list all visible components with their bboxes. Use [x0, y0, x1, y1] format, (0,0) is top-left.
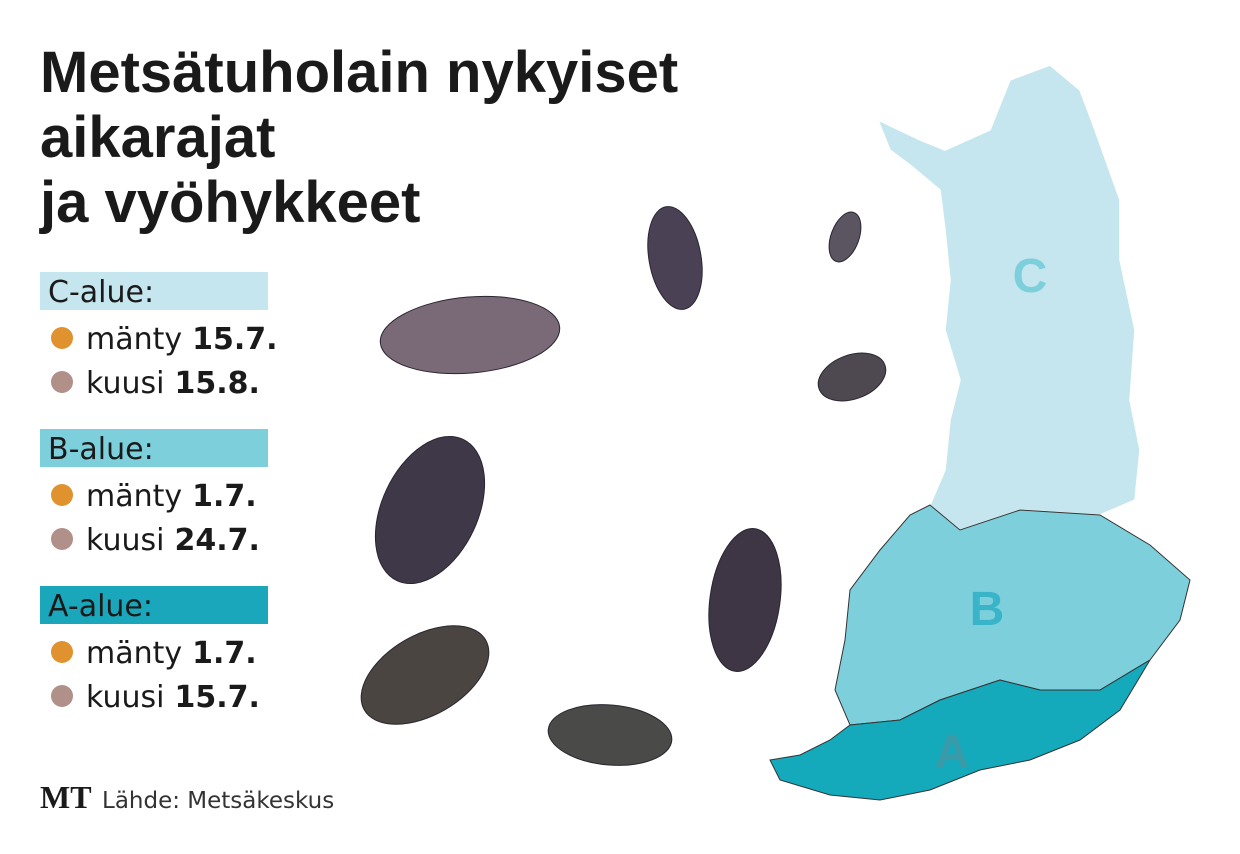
date: 1.7. — [192, 479, 257, 514]
title-line: ja vyöhykkeet — [39, 170, 420, 235]
date: 15.7. — [192, 322, 277, 357]
colon: : — [144, 432, 154, 467]
beetles — [360, 206, 887, 766]
map: C B A — [769, 64, 1191, 801]
zone-header: C-alue: — [48, 275, 154, 310]
species: kuusi — [86, 680, 164, 715]
date: 1.7. — [192, 636, 257, 671]
legend: C-alue: mänty 15.7. kuusi 15.8. B-alue: mänty 1… — [40, 272, 278, 715]
date: 24.7. — [174, 523, 259, 558]
species-dot — [51, 371, 73, 393]
date: 15.7. — [174, 680, 259, 715]
species-dot — [51, 641, 73, 663]
zone-c — [876, 64, 1141, 531]
species-dot — [51, 685, 73, 707]
zone-header-box — [40, 429, 268, 467]
zone-item: mänty 1.7. — [86, 636, 257, 671]
zone-item: kuusi 15.8. — [86, 366, 260, 401]
zone-header-box — [40, 272, 268, 310]
colon: : — [143, 589, 153, 624]
zone-header: A-alue: — [48, 589, 153, 624]
species: mänty — [86, 636, 182, 671]
zone-item: mänty 1.7. — [86, 479, 257, 514]
species: mänty — [86, 479, 182, 514]
species: mänty — [86, 322, 182, 357]
zone-a — [769, 659, 1151, 801]
zone-label: A-alue — [48, 589, 143, 624]
map-label: B — [970, 583, 1005, 636]
zone-label: C-alue — [48, 275, 144, 310]
zone-item: kuusi 15.7. — [86, 680, 260, 715]
logo: MT — [40, 779, 92, 815]
zone-item: kuusi 24.7. — [86, 523, 260, 558]
source: Lähde: Metsäkeskus — [102, 788, 334, 814]
title-line: aikarajat — [40, 105, 275, 170]
map-label: A — [935, 726, 970, 779]
zone-header: B-alue: — [48, 432, 154, 467]
species-dot — [51, 327, 73, 349]
map-label: C — [1013, 250, 1048, 303]
zone-label: B-alue — [48, 432, 144, 467]
species: kuusi — [86, 366, 164, 401]
colon: : — [144, 275, 154, 310]
species-dot — [51, 484, 73, 506]
zone-item: mänty 15.7. — [86, 322, 278, 357]
zone-header-box — [40, 586, 268, 624]
species-dot — [51, 528, 73, 550]
species: kuusi — [86, 523, 164, 558]
date: 15.8. — [174, 366, 259, 401]
title-line: Metsätuholain nykyiset — [40, 40, 678, 105]
